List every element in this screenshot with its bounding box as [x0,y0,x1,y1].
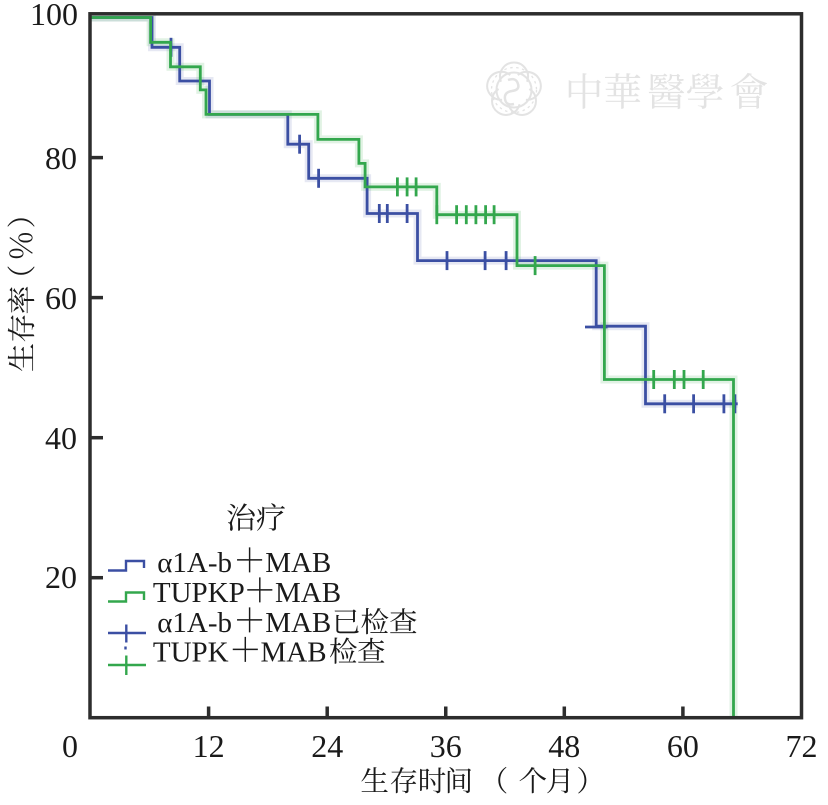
svg-text:36: 36 [430,728,462,764]
svg-text:72: 72 [786,728,818,764]
svg-text:MAB: MAB [261,637,327,669]
svg-text:MAB: MAB [265,547,331,579]
svg-text:0: 0 [62,728,78,764]
svg-text:40: 40 [45,420,77,456]
svg-text:12: 12 [193,728,225,764]
svg-text:MAB: MAB [275,577,341,609]
svg-text:TUPK: TUPK [153,637,229,669]
svg-text:α1A-b: α1A-b [157,607,232,639]
svg-text:80: 80 [45,140,77,176]
svg-text:60: 60 [667,728,699,764]
svg-text:24: 24 [311,728,343,764]
svg-text:MAB: MAB [265,607,331,639]
svg-text:48: 48 [548,728,580,764]
svg-text:TUPKP: TUPKP [153,577,245,609]
svg-text:20: 20 [45,559,77,595]
svg-text:100: 100 [30,0,78,32]
svg-text:60: 60 [45,280,77,316]
svg-text:α1A-b: α1A-b [157,547,232,579]
